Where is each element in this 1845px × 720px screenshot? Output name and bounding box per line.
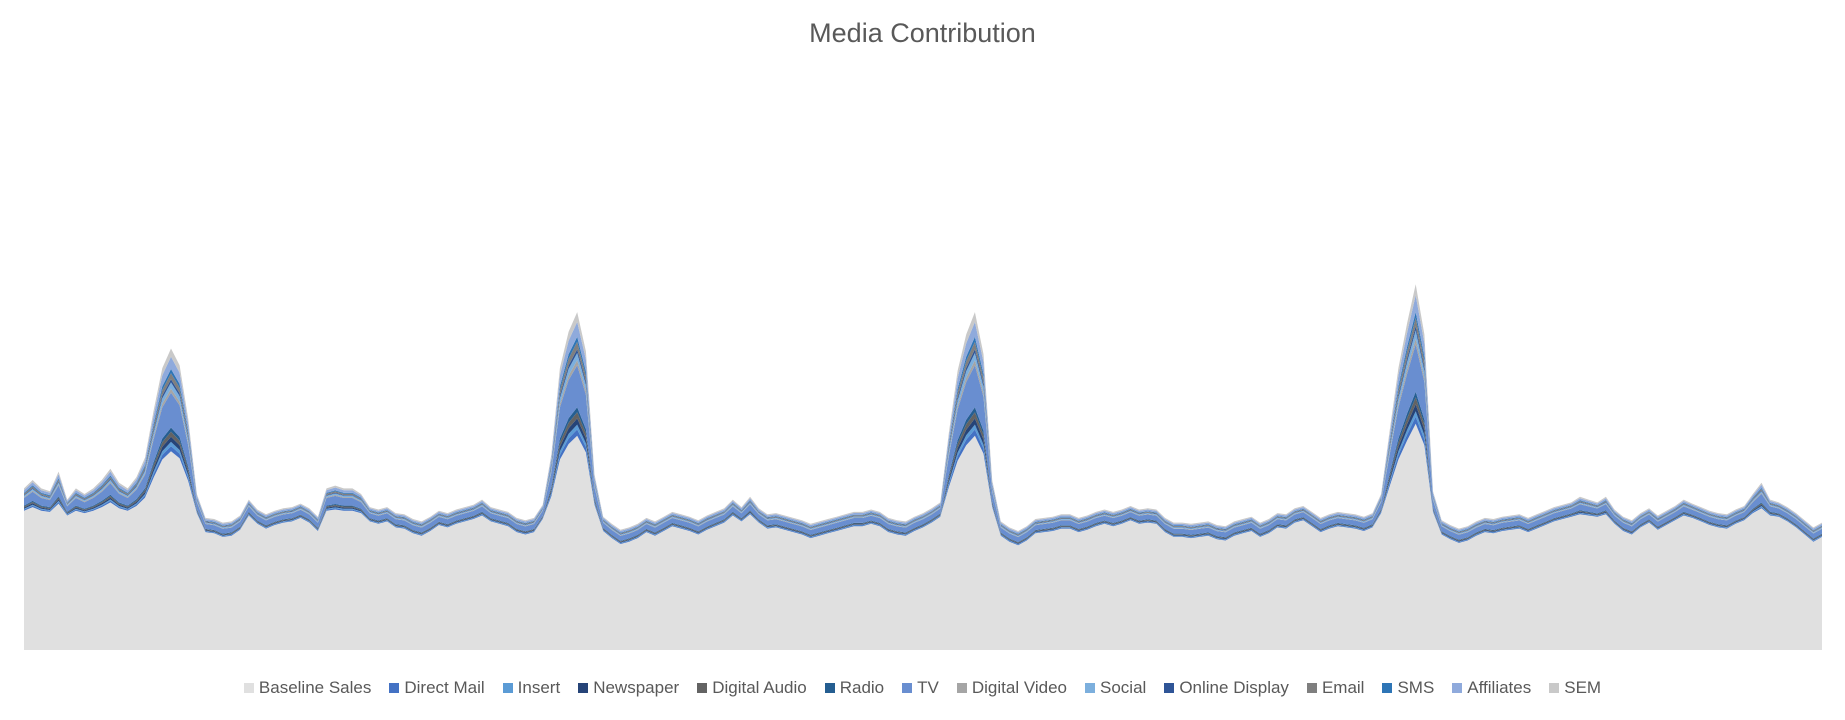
legend-item-email: Email	[1306, 678, 1365, 698]
area-series-affiliates	[24, 295, 1822, 534]
legend-item-digital-video: Digital Video	[956, 678, 1068, 698]
legend-swatch	[1306, 683, 1317, 693]
legend-item-baseline-sales: Baseline Sales	[243, 678, 372, 698]
area-series-sem	[24, 284, 1822, 533]
legend-label: Online Display	[1179, 678, 1289, 697]
legend-swatch	[1549, 683, 1560, 693]
legend-label: Affiliates	[1467, 678, 1532, 697]
legend-swatch	[502, 683, 513, 693]
legend-item-social: Social	[1085, 678, 1146, 698]
legend-item-online-display: Online Display	[1164, 678, 1289, 698]
legend-swatch	[1382, 683, 1393, 693]
legend-swatch	[1164, 683, 1175, 693]
legend-label: Insert	[517, 678, 561, 697]
legend: Baseline Sales Direct Mail Insert Newspaper…	[0, 678, 1845, 698]
legend-item-tv: TV	[902, 678, 939, 698]
legend-swatch	[824, 683, 835, 693]
legend-label: Baseline Sales	[258, 678, 372, 697]
legend-item-newspaper: Newspaper	[578, 678, 679, 698]
legend-label: SEM	[1564, 678, 1602, 697]
legend-label: TV	[917, 678, 939, 697]
legend-item-affiliates: Affiliates	[1452, 678, 1531, 698]
legend-label: Social	[1100, 678, 1147, 697]
legend-label: Digital Video	[971, 678, 1068, 697]
area-series-social	[24, 330, 1822, 537]
legend-item-digital-audio: Digital Audio	[697, 678, 807, 698]
area-series-sms	[24, 312, 1822, 535]
legend-label: Newspaper	[593, 678, 680, 697]
area-series-tv	[24, 344, 1822, 542]
legend-swatch	[578, 683, 589, 693]
legend-item-sem: SEM	[1549, 678, 1601, 698]
area-series-email	[24, 317, 1822, 536]
legend-item-insert: Insert	[502, 678, 561, 698]
legend-item-direct-mail: Direct Mail	[389, 678, 485, 698]
legend-swatch	[956, 683, 967, 693]
legend-label: SMS	[1397, 678, 1435, 697]
legend-item-radio: Radio	[824, 678, 885, 698]
area-series-online-display	[24, 326, 1822, 536]
legend-item-sms: SMS	[1382, 678, 1434, 698]
legend-label: Digital Audio	[712, 678, 807, 697]
legend-swatch	[902, 683, 913, 693]
legend-label: Radio	[839, 678, 885, 697]
legend-label: Email	[1321, 678, 1365, 697]
legend-label: Direct Mail	[404, 678, 485, 697]
legend-swatch	[389, 683, 400, 693]
legend-swatch	[697, 683, 708, 693]
stacked-area-plot	[24, 284, 1822, 650]
legend-swatch	[243, 683, 254, 693]
legend-swatch	[1452, 683, 1463, 693]
area-series-baseline-sales	[24, 423, 1822, 650]
chart-title: Media Contribution	[809, 18, 1036, 48]
legend-swatch	[1085, 683, 1096, 693]
